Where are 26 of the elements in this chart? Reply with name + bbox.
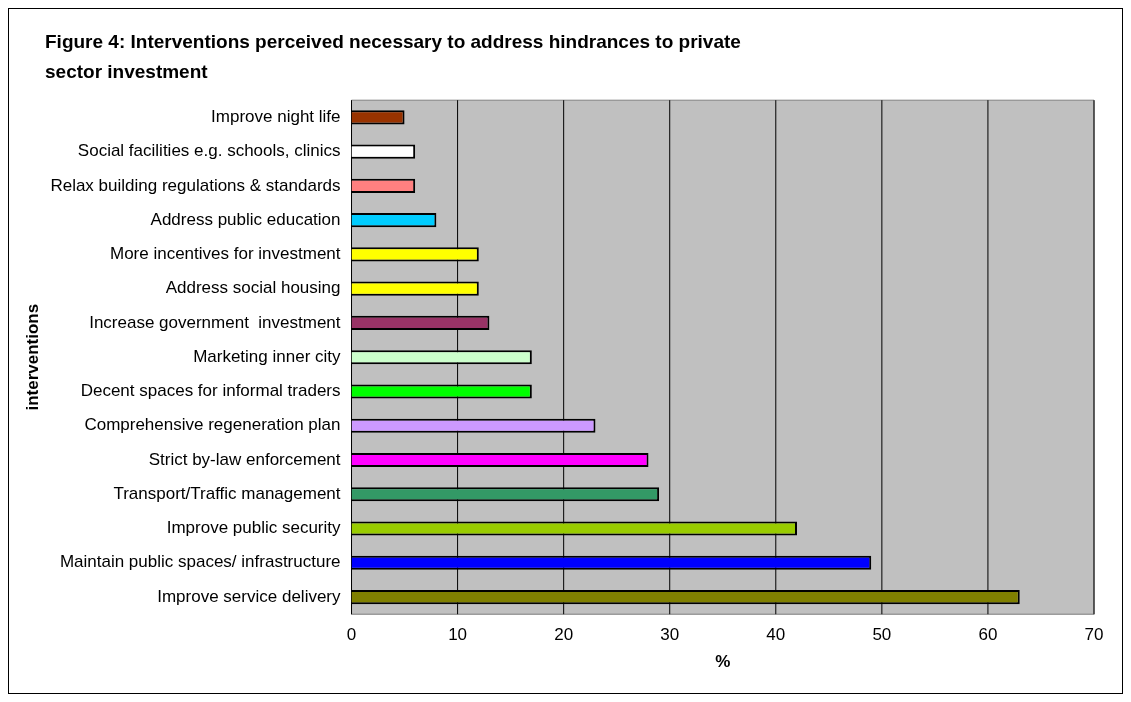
y-tick-label: Transport/Traffic management [113,483,341,503]
x-tick-label: 10 [448,625,468,645]
y-tick-label: Improve public security [166,518,342,538]
y-axis-title: interventions [22,303,42,411]
y-tick-label: Improve service delivery [157,586,342,606]
x-tick-label: 30 [660,625,680,645]
x-axis-title: % [715,652,731,672]
y-tick-label: Strict by-law enforcement [148,449,341,469]
x-tick-label: 50 [872,625,892,645]
x-tick-label: 70 [1084,625,1104,645]
y-tick-label: Address social housing [165,278,341,298]
x-tick-label: 20 [554,625,574,645]
y-tick-label: More incentives for investment [109,244,341,264]
y-tick-label: Increase government investment [89,312,341,332]
y-tick-label: Improve night life [211,107,341,127]
y-tick-label: Address public education [150,209,341,229]
y-tick-label: Relax building regulations & standards [50,175,341,195]
x-tick-label: 0 [346,625,357,645]
chart-title: Figure 4: Interventions perceived necessary to address hindrances to private sector investment [44,30,742,84]
x-tick-label: 40 [766,625,786,645]
y-tick-label: Maintain public spaces/ infrastructure [59,552,341,572]
x-tick-label: 60 [978,625,998,645]
y-tick-label: Social facilities e.g. schools, clinics [77,141,341,161]
y-tick-label: Decent spaces for informal traders [80,381,341,401]
y-tick-label: Comprehensive regeneration plan [84,415,341,435]
y-tick-label: Marketing inner city [193,346,342,366]
